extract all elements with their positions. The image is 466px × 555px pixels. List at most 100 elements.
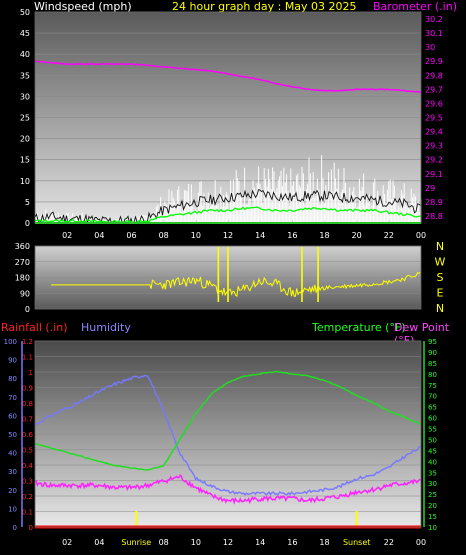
wind-panel-border — [34, 11, 422, 224]
wind-y-tick-label: 5 — [25, 198, 30, 207]
temp-x-tick-label: 16 — [287, 538, 297, 547]
barometer-y-tick-label: 30.1 — [425, 29, 443, 38]
wind-x-tick-label: 16 — [287, 231, 297, 240]
humidity-y-tick-label: 40 — [8, 450, 17, 458]
wind-y-tick-label: 20 — [20, 135, 30, 144]
direction-y-tick-label: 360 — [15, 242, 30, 251]
rain-y-tick-label: 1.2 — [22, 338, 33, 346]
temp-y-tick-label: 85 — [428, 360, 437, 368]
wind-y-tick-label: 35 — [20, 71, 30, 80]
wind-x-tick-label: 22 — [384, 231, 394, 240]
barometer-y-tick-label: 30.2 — [425, 15, 443, 24]
wind-x-tick-label: 20 — [352, 231, 362, 240]
rain-label: Rainfall (.in) — [1, 321, 68, 334]
direction-panel-border — [34, 245, 422, 310]
temperature-label: Temperature (°F) — [312, 321, 406, 334]
humidity-y-tick-label: 60 — [8, 412, 17, 420]
humidity-y-tick-label: 50 — [8, 431, 17, 439]
barometer-y-tick-label: 29.4 — [425, 128, 443, 137]
temperature-line — [34, 370, 421, 471]
humidity-line — [34, 374, 421, 496]
barometer-y-tick-label: 29.5 — [425, 114, 443, 123]
direction-y-tick-label: 180 — [15, 274, 30, 283]
barometer-y-tick-label: 29.7 — [425, 85, 443, 94]
temp-y-tick-label: 75 — [428, 382, 437, 390]
sunrise-label: Sunrise — [121, 538, 151, 547]
temp-y-tick-label: 55 — [428, 426, 437, 434]
humidity-y-tick-label: 10 — [8, 505, 17, 513]
temp-y-tick-label: 95 — [428, 338, 437, 346]
temp-y-tick-label: 70 — [428, 393, 437, 401]
humidity-y-tick-label: 100 — [4, 338, 17, 346]
temp-x-tick-label: 10 — [191, 538, 201, 547]
wind-x-tick-label: 04 — [94, 231, 104, 240]
temp-y-tick-label: 15 — [428, 513, 437, 521]
temp-panel-border — [34, 340, 422, 528]
temp-x-tick-label: 02 — [62, 538, 72, 547]
compass-label: N — [436, 302, 444, 315]
wind-x-tick-label: 18 — [319, 231, 329, 240]
wind-x-tick-label: 06 — [126, 231, 136, 240]
temp-y-tick-label: 90 — [428, 349, 437, 357]
rain-y-tick-label: 0.8 — [22, 400, 33, 408]
header-barometer-label: Barometer (.in) — [373, 0, 457, 13]
wind-x-tick-label: 14 — [255, 231, 265, 240]
wind-direction-line — [51, 271, 421, 298]
temp-y-tick-label: 45 — [428, 447, 437, 455]
wind-y-tick-label: 25 — [20, 114, 30, 123]
wind-average-line — [34, 206, 422, 225]
barometer-y-tick-label: 30 — [425, 43, 435, 52]
rain-y-tick-label: 1.1 — [22, 354, 33, 362]
temp-x-tick-label: 04 — [94, 538, 104, 547]
direction-y-tick-label: 270 — [15, 258, 30, 267]
wind-y-tick-label: 50 — [20, 8, 30, 17]
compass-label: E — [437, 287, 444, 300]
rain-y-tick-label: 0.6 — [22, 431, 34, 439]
wind-x-tick-label: 00 — [416, 231, 426, 240]
wind-x-tick-label: 08 — [159, 231, 169, 240]
humidity-y-tick-label: 80 — [8, 375, 17, 383]
temp-y-tick-label: 50 — [428, 436, 437, 444]
temp-x-tick-label: 22 — [384, 538, 394, 547]
humidity-y-tick-label: 90 — [8, 357, 17, 365]
header-date-title: 24 hour graph day : May 03 2025 — [172, 0, 357, 13]
sunset-label: Sunset — [343, 538, 370, 547]
temp-y-tick-label: 65 — [428, 404, 437, 412]
temp-y-tick-label: 35 — [428, 469, 437, 477]
wind-y-tick-label: 30 — [20, 92, 30, 101]
rain-y-tick-label: 0.3 — [22, 478, 33, 486]
barometer-y-tick-label: 29.2 — [425, 156, 443, 165]
temp-x-tick-label: 08 — [159, 538, 169, 547]
rain-y-tick-label: 0.9 — [22, 385, 33, 393]
temp-y-tick-label: 80 — [428, 371, 437, 379]
wind-x-tick-label: 12 — [223, 231, 233, 240]
barometer-y-tick-label: 28.9 — [425, 198, 443, 207]
humidity-label: Humidity — [81, 321, 131, 334]
temp-y-tick-label: 60 — [428, 415, 437, 423]
rain-y-tick-label: 0.2 — [22, 493, 33, 501]
barometer-y-tick-label: 29.9 — [425, 57, 443, 66]
wind-y-tick-label: 15 — [20, 156, 30, 165]
wind-y-tick-label: 40 — [20, 50, 30, 59]
windspeed-line — [34, 189, 421, 225]
temp-x-tick-label: 12 — [223, 538, 233, 547]
direction-y-tick-label: 0 — [25, 305, 30, 314]
barometer-y-tick-label: 29 — [425, 184, 435, 193]
compass-label: S — [437, 271, 444, 284]
barometer-y-tick-label: 29.6 — [425, 99, 443, 108]
dewpoint-line — [34, 473, 421, 505]
wind-x-tick-label: 10 — [191, 231, 201, 240]
wind-x-tick-label: 02 — [62, 231, 72, 240]
temp-y-tick-label: 40 — [428, 458, 437, 466]
humidity-y-tick-label: 70 — [8, 394, 17, 402]
wind-y-tick-label: 10 — [20, 177, 30, 186]
wind-y-tick-label: 0 — [25, 219, 30, 228]
temp-x-tick-label: 18 — [319, 538, 329, 547]
compass-label: W — [435, 256, 446, 269]
rain-y-tick-label: 1 — [29, 369, 33, 377]
barometer-y-tick-label: 29.3 — [425, 142, 443, 151]
header-windspeed-label: Windspeed (mph) — [34, 0, 132, 13]
wind-y-tick-label: 45 — [20, 29, 30, 38]
